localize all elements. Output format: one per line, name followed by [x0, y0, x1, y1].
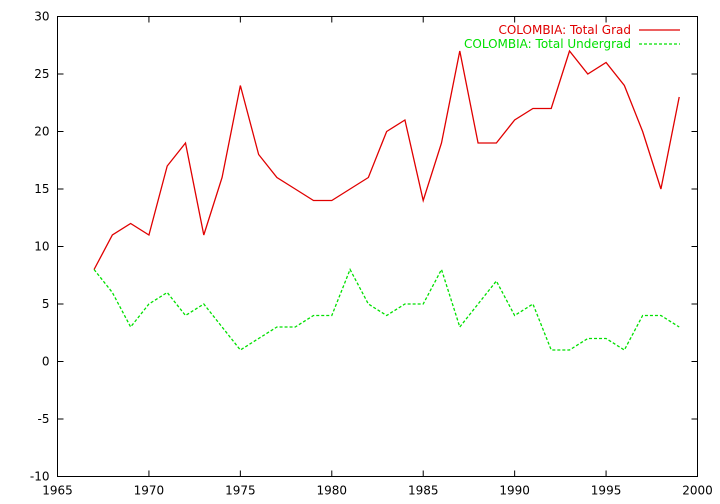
x-tick-label: 1985: [408, 484, 439, 498]
x-tick-label: 1970: [134, 484, 165, 498]
y-tick-label: 10: [34, 240, 49, 254]
x-tick-label: 1980: [317, 484, 348, 498]
y-tick-label: 30: [34, 10, 49, 24]
y-tick-label: 0: [42, 355, 50, 369]
x-tick-label: 1965: [42, 484, 73, 498]
y-tick-label: 20: [34, 125, 49, 139]
plot-frame: [57, 16, 698, 477]
x-tick-label: 2000: [682, 484, 713, 498]
y-tick-label: 25: [34, 67, 49, 81]
axis-ticks: [57, 16, 698, 477]
series-line-2: [93, 267, 680, 351]
series-lines: [93, 49, 680, 351]
axis-tick-labels: 1965 1970 1975 1980 1985 1990 1995 2000 -10 -5 0 5 1…: [30, 10, 713, 498]
y-tick-label: -10: [30, 470, 50, 484]
series-line-1: [93, 49, 680, 270]
legend-label: COLOMBIA: Total Grad: [498, 23, 631, 37]
y-tick-label: -5: [38, 412, 50, 426]
y-tick-label: 5: [42, 297, 50, 311]
legend-label: COLOMBIA: Total Undergrad: [464, 37, 631, 51]
y-tick-label: 15: [34, 182, 49, 196]
x-tick-label: 1990: [499, 484, 530, 498]
x-tick-label: 1995: [591, 484, 622, 498]
x-tick-label: 1975: [225, 484, 256, 498]
